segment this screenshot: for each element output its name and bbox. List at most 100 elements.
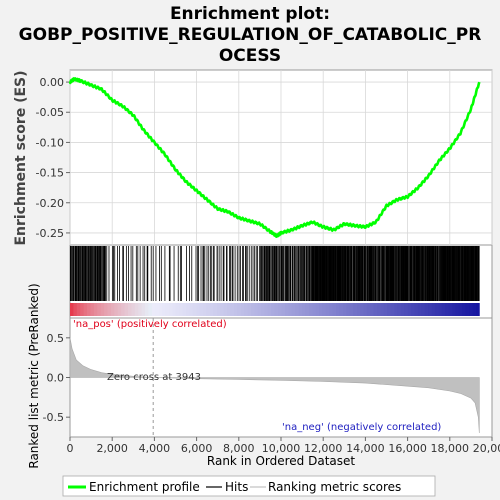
zero-cross-label: Zero cross at 3943 bbox=[107, 372, 201, 383]
rank-colorbar-cell bbox=[185, 303, 190, 316]
rank-colorbar-cell bbox=[117, 303, 122, 316]
x-axis-label: Rank in Ordered Dataset bbox=[207, 454, 355, 468]
rank-colorbar-cell bbox=[366, 303, 371, 316]
rank-colorbar-cell bbox=[100, 303, 105, 316]
es-tick-label: -0.15 bbox=[36, 167, 64, 180]
rank-colorbar-cell bbox=[243, 303, 248, 316]
rank-colorbar-cell bbox=[70, 303, 74, 316]
rank-colorbar-cell bbox=[196, 303, 201, 316]
rank-colorbar-cell bbox=[134, 303, 139, 316]
rank-colorbar-cell bbox=[199, 303, 204, 316]
rank-colorbar-cell bbox=[162, 303, 166, 316]
rank-colorbar-cell bbox=[424, 303, 429, 316]
rank-colorbar-cell bbox=[452, 303, 456, 316]
rank-colorbar-cell bbox=[155, 303, 160, 316]
rank-colorbar-cell bbox=[216, 303, 221, 316]
x-tick-label: 0 bbox=[67, 442, 74, 455]
rank-colorbar-cell bbox=[411, 303, 415, 316]
rank-colorbar-cell bbox=[168, 303, 173, 316]
rank-colorbar-cell bbox=[179, 303, 183, 316]
rank-colorbar-cell bbox=[165, 303, 170, 316]
rank-colorbar-cell bbox=[390, 303, 395, 316]
rank-colorbar-cell bbox=[356, 303, 361, 316]
rank-colorbar-cell bbox=[322, 303, 327, 316]
es-tick-label: -0.20 bbox=[36, 197, 64, 210]
rank-colorbar-cell bbox=[213, 303, 218, 316]
rank-colorbar-cell bbox=[83, 303, 88, 316]
rank-colorbar-cell bbox=[281, 303, 286, 316]
rank-colorbar-cell bbox=[455, 303, 460, 316]
rank-colorbar-cell bbox=[353, 303, 357, 316]
rank-colorbar-cell bbox=[380, 303, 385, 316]
rank-colorbar-cell bbox=[373, 303, 378, 316]
rank-colorbar-cell bbox=[240, 303, 245, 316]
chart-title-line-1: Enrichment plot: bbox=[170, 4, 330, 24]
rank-colorbar-cell bbox=[223, 303, 228, 316]
rank-colorbar-cell bbox=[325, 303, 330, 316]
x-tick-label: 16,000 bbox=[388, 442, 427, 455]
rank-colorbar-cell bbox=[407, 303, 412, 316]
rank-colorbar-cell bbox=[319, 303, 323, 316]
rank-colorbar-cell bbox=[233, 303, 238, 316]
rank-colorbar-cell bbox=[141, 303, 146, 316]
rank-colorbar-cell bbox=[441, 303, 446, 316]
rank-colorbar-cell bbox=[462, 303, 467, 316]
rank-colorbar-cell bbox=[209, 303, 214, 316]
rank-colorbar-cell bbox=[247, 303, 252, 316]
rank-colorbar-cell bbox=[472, 303, 477, 316]
x-tick-label: 8,000 bbox=[223, 442, 255, 455]
rank-colorbar-cell bbox=[107, 303, 112, 316]
rank-colorbar-cell bbox=[298, 303, 303, 316]
rank-colorbar-cell bbox=[206, 303, 211, 316]
rank-colorbar-cell bbox=[93, 303, 98, 316]
rank-colorbar-cell bbox=[469, 303, 473, 316]
rank-colorbar-cell bbox=[377, 303, 381, 316]
rank-colorbar-cell bbox=[428, 303, 432, 316]
legend-label-enrichment: Enrichment profile bbox=[89, 480, 200, 494]
rank-colorbar-cell bbox=[121, 303, 125, 316]
es-tick-label: -0.10 bbox=[36, 136, 64, 149]
rank-colorbar-cell bbox=[465, 303, 470, 316]
rank-colorbar-cell bbox=[421, 303, 426, 316]
rank-colorbar-cell bbox=[127, 303, 132, 316]
pos-correlated-label: 'na_pos' (positively correlated) bbox=[73, 319, 227, 330]
rank-colorbar-cell bbox=[438, 303, 443, 316]
rank-colorbar-cell bbox=[342, 303, 347, 316]
rank-colorbar-cell bbox=[291, 303, 296, 316]
metric-y-axis-label: Ranked list metric (PreRanked) bbox=[27, 283, 41, 468]
rank-colorbar-cell bbox=[73, 303, 78, 316]
rank-colorbar-cell bbox=[254, 303, 259, 316]
chart-title-line-3: OCESS bbox=[219, 46, 281, 66]
chart-title-line-2: GOBP_POSITIVE_REGULATION_OF_CATABOLIC_PR bbox=[19, 25, 482, 45]
rank-colorbar-cell bbox=[172, 303, 177, 316]
rank-colorbar-cell bbox=[192, 303, 197, 316]
ranking-metric-area bbox=[69, 337, 480, 434]
rank-colorbar-cell bbox=[175, 303, 180, 316]
rank-colorbar-cell bbox=[110, 303, 115, 316]
rank-colorbar-cell bbox=[114, 303, 119, 316]
rank-colorbar-cell bbox=[261, 303, 265, 316]
rank-colorbar-cell bbox=[400, 303, 405, 316]
rank-colorbar-cell bbox=[434, 303, 439, 316]
enrichment-profile-line bbox=[68, 77, 481, 238]
x-tick-label: 14,000 bbox=[346, 442, 385, 455]
rank-colorbar-cell bbox=[431, 303, 436, 316]
rank-colorbar-cell bbox=[332, 303, 337, 316]
x-tick-label: 4,000 bbox=[139, 442, 171, 455]
rank-colorbar-cell bbox=[87, 303, 91, 316]
rank-colorbar-cell bbox=[363, 303, 368, 316]
rank-colorbar-cell bbox=[295, 303, 299, 316]
legend-label-metric: Ranking metric scores bbox=[268, 480, 401, 494]
rank-colorbar-cell bbox=[80, 303, 85, 316]
es-y-axis-label: Enrichment score (ES) bbox=[13, 70, 29, 245]
rank-colorbar-cell bbox=[445, 303, 450, 316]
rank-colorbar-cell bbox=[104, 303, 108, 316]
metric-tick-label: -0.5 bbox=[43, 411, 64, 424]
x-tick-label: 12,000 bbox=[304, 442, 343, 455]
rank-colorbar-cell bbox=[404, 303, 409, 316]
rank-colorbar-cell bbox=[346, 303, 351, 316]
rank-colorbar-cell bbox=[145, 303, 149, 316]
rank-colorbar-cell bbox=[237, 303, 241, 316]
rank-colorbar-cell bbox=[90, 303, 95, 316]
